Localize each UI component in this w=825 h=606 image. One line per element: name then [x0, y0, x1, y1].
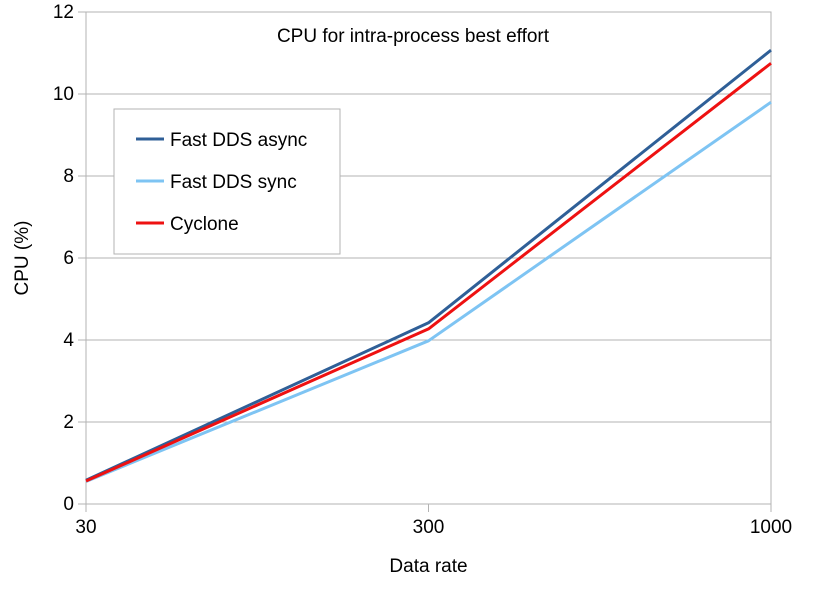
y-tick-label: 10 [53, 84, 74, 105]
legend: Fast DDS async Fast DDS sync Cyclone [113, 108, 341, 255]
series-line-1 [85, 100, 772, 483]
y-tick-label: 0 [63, 494, 74, 515]
x-tick-label: 30 [75, 517, 96, 538]
y-tick-label: 8 [63, 166, 74, 187]
legend-label-0: Fast DDS async [170, 130, 307, 151]
chart-title: CPU for intra-process best effort [277, 26, 550, 47]
y-tick-label: 6 [63, 248, 74, 269]
series-line-0 [85, 48, 772, 482]
series-line-2 [85, 62, 772, 483]
x-axis-ticks: 30 300 1000 [75, 504, 792, 538]
y-axis-label: CPU (%) [12, 221, 33, 296]
x-tick-label: 1000 [750, 517, 792, 538]
x-axis-label: Data rate [389, 556, 467, 577]
y-axis-ticks: 0 2 4 6 8 10 12 [53, 2, 86, 515]
y-tick-label: 2 [63, 412, 74, 433]
legend-label-2: Cyclone [170, 214, 239, 235]
legend-label-1: Fast DDS sync [170, 172, 297, 193]
series-lines [85, 48, 772, 483]
y-tick-label: 12 [53, 2, 74, 23]
x-tick-label: 300 [413, 517, 445, 538]
y-tick-label: 4 [63, 330, 74, 351]
